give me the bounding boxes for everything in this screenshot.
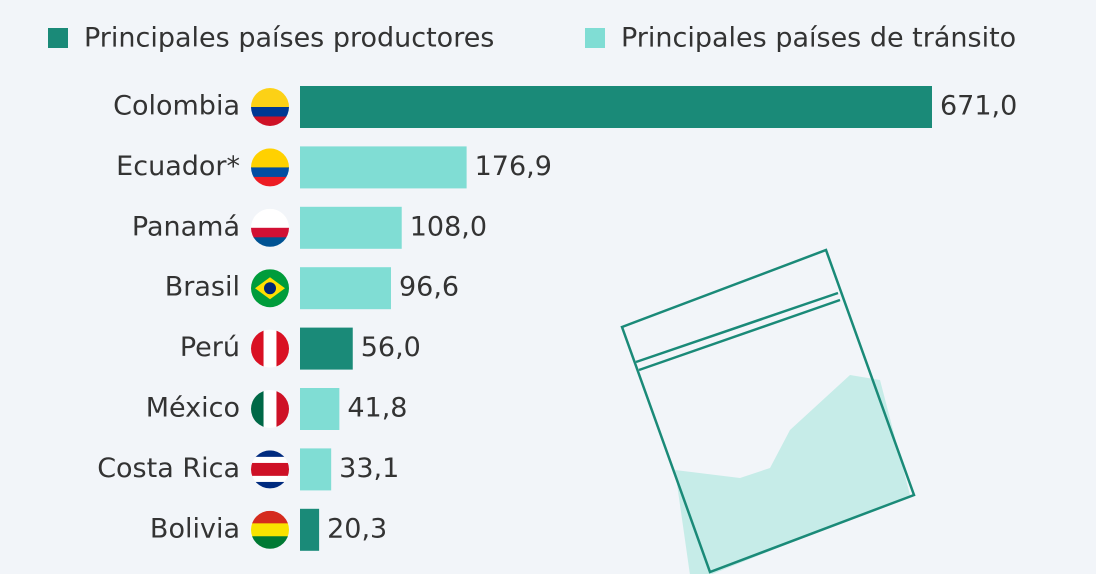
bar: [300, 146, 467, 189]
legend-swatch: [585, 28, 605, 48]
bar: [300, 206, 402, 249]
flag-stripe: [251, 88, 289, 108]
flag: [251, 88, 289, 126]
flag-stripe: [251, 227, 289, 238]
value-label: 20,3: [327, 513, 387, 544]
bar: [300, 327, 353, 370]
category-label: Brasil: [165, 272, 240, 303]
value-label: 108,0: [410, 211, 487, 242]
flag-stripe: [251, 390, 265, 428]
legend-label: Principales países de tránsito: [621, 23, 1016, 54]
bar: [300, 86, 932, 128]
bar: [300, 508, 320, 551]
flag-stripe: [251, 116, 289, 126]
flag: [251, 510, 289, 549]
value-label: 41,8: [347, 393, 407, 424]
flag-stripe: [251, 107, 289, 117]
flag-stripe: [276, 390, 289, 428]
flag-stripe: [251, 329, 265, 368]
flag: [251, 269, 289, 308]
category-label: Ecuador*: [116, 151, 240, 182]
value-label: 176,9: [475, 151, 552, 182]
flag: [251, 208, 289, 247]
value-label: 56,0: [361, 332, 421, 363]
category-label: Panamá: [132, 211, 240, 242]
flag-detail: [264, 282, 276, 295]
legend-label: Principales países productores: [84, 23, 494, 54]
flag-stripe: [263, 329, 277, 368]
flag: [251, 390, 289, 428]
flag-stripe: [251, 176, 289, 187]
legend-swatch: [48, 28, 68, 48]
flag-stripe: [251, 148, 289, 168]
flag-stripe: [251, 456, 289, 464]
flag-stripe: [251, 523, 289, 537]
category-label: México: [146, 393, 240, 424]
flag-stripe: [251, 450, 289, 458]
category-label: Colombia: [113, 91, 240, 122]
flag-stripe: [251, 475, 289, 483]
bar: [300, 267, 391, 310]
flag-stripe: [251, 208, 289, 229]
flag: [251, 329, 289, 368]
flag-stripe: [251, 510, 289, 524]
flag-stripe: [251, 237, 289, 247]
bag-illustration: [620, 248, 916, 574]
value-label: 96,6: [399, 272, 459, 303]
bar: [300, 388, 340, 430]
flag-stripe: [263, 390, 277, 428]
category-label: Costa Rica: [97, 453, 240, 484]
flag: [251, 450, 289, 489]
category-label: Perú: [180, 332, 240, 363]
bar: [300, 448, 332, 491]
flag-stripe: [251, 462, 289, 477]
flag-stripe: [276, 329, 289, 368]
category-label: Bolivia: [150, 513, 240, 544]
flag-stripe: [251, 481, 289, 489]
flag: [251, 148, 289, 187]
value-label: 33,1: [339, 453, 399, 484]
flag-stripe: [251, 536, 289, 549]
value-label: 671,0: [940, 91, 1017, 122]
flag-stripe: [251, 167, 289, 178]
